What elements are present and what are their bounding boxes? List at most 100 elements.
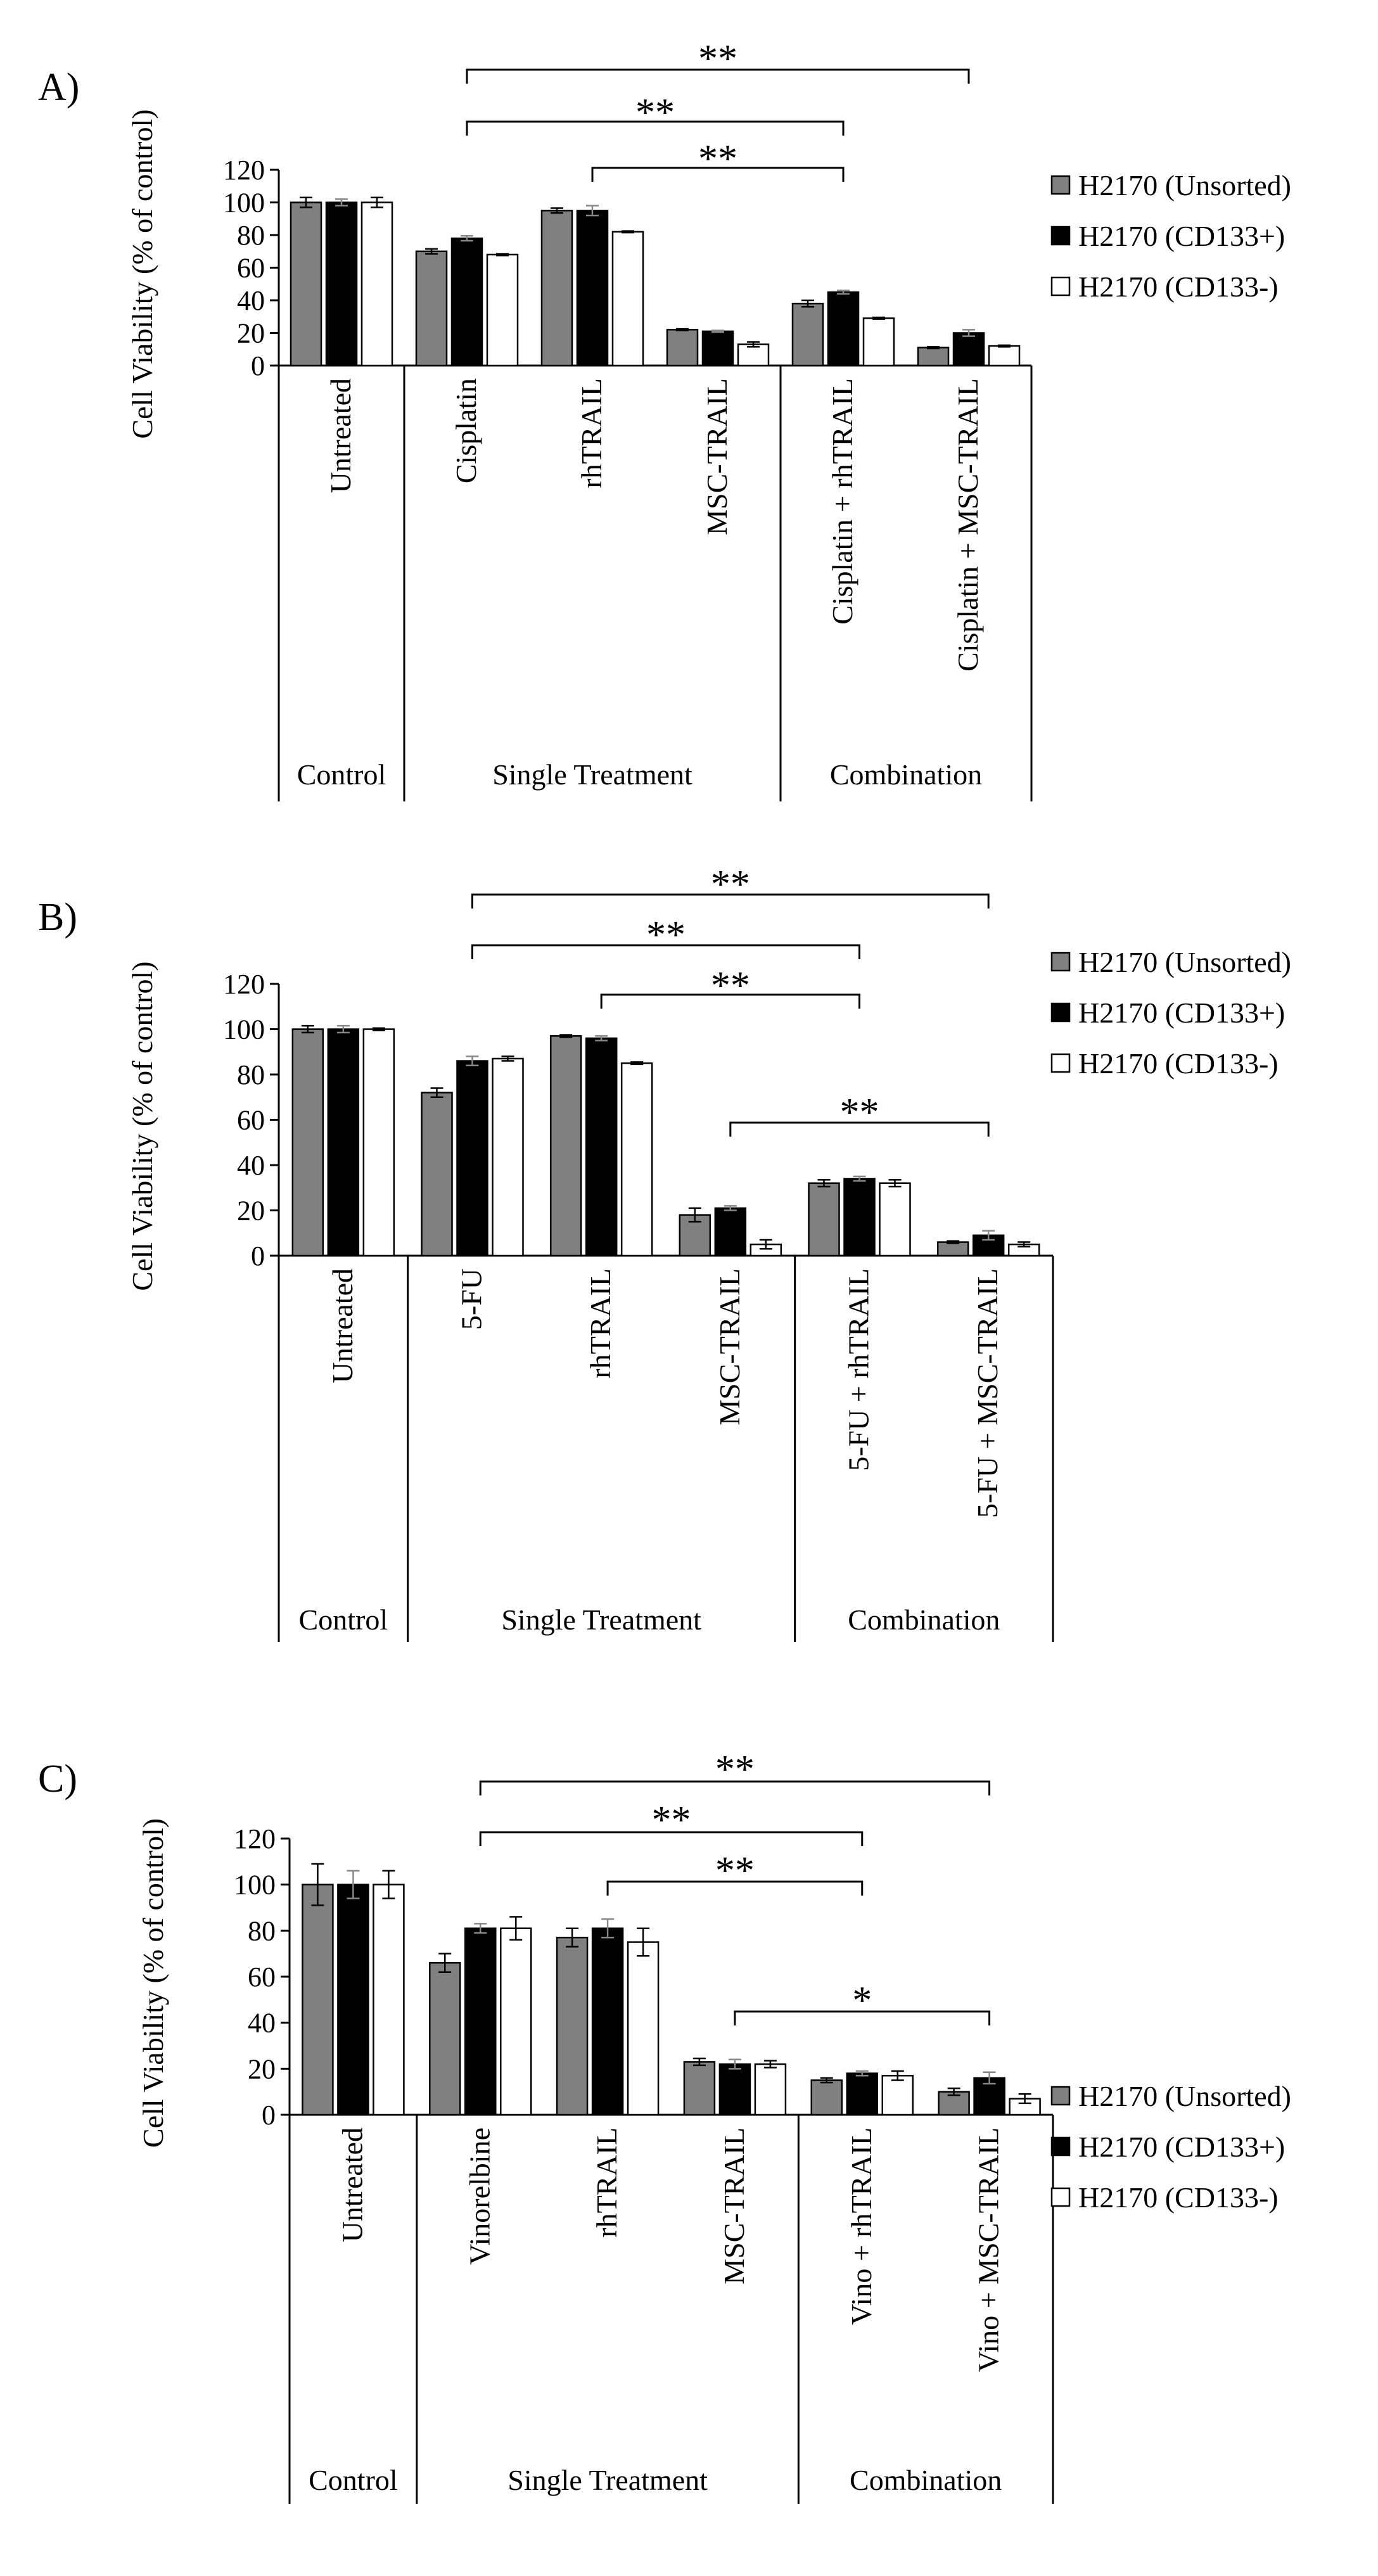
bar-unsorted (302, 1884, 334, 2116)
category-label: rhTRAIL (590, 2127, 623, 2238)
legend-swatch (1050, 1002, 1071, 1023)
y-tick-label: 120 (223, 969, 265, 1000)
bar-cd133-neg (620, 1062, 653, 1257)
significance-marker: ** (635, 91, 675, 134)
legend-label: H2170 (CD133+) (1078, 220, 1285, 252)
group-label: Control (297, 758, 386, 791)
chart-panel-1: A) Cell Viability (% of control) 020406080… (38, 37, 1291, 801)
bar-cd133-pos (327, 1028, 360, 1257)
bar-unsorted (556, 1936, 589, 2116)
category-label: 5-FU + MSC-TRAIL (971, 1268, 1004, 1518)
legend-label: H2170 (CD133-) (1078, 1047, 1279, 1080)
significance-marker: * (852, 1979, 872, 2022)
y-tick-label: 60 (237, 253, 265, 284)
bar-cd133-pos (827, 291, 860, 367)
bar-unsorted (683, 2061, 716, 2116)
category-label: rhTRAIL (575, 378, 608, 488)
y-tick-label: 80 (237, 220, 265, 251)
bar-cd133-pos (718, 2063, 751, 2116)
category-label: 5-FU (456, 1268, 488, 1330)
bar-unsorted (540, 210, 573, 367)
bar-cd133-neg (500, 1927, 532, 2116)
significance-bracket (466, 120, 845, 136)
legend-label: H2170 (CD133+) (1078, 2131, 1285, 2163)
legend-swatch (1050, 1053, 1071, 1073)
y-tick-label: 20 (237, 318, 265, 349)
significance-bracket (479, 1831, 864, 1846)
category-label: Untreated (324, 378, 357, 493)
legend-swatch (1050, 2086, 1071, 2106)
y-tick-label: 0 (251, 1240, 265, 1272)
bar-cd133-pos (576, 210, 609, 367)
legend-label: H2170 (Unsorted) (1078, 169, 1291, 201)
bar-cd133-pos (714, 1207, 747, 1257)
bar-cd133-neg (611, 231, 644, 367)
bar-cd133-neg (754, 2063, 787, 2116)
y-axis-label: Cell Viability (% of control) (137, 1818, 169, 2148)
bar-cd133-pos (585, 1037, 618, 1257)
bar-unsorted (936, 1241, 969, 1257)
significance-marker: ** (715, 1849, 755, 1892)
significance-bracket (466, 68, 970, 84)
legend-swatch (1050, 175, 1071, 195)
significance-bracket (606, 1880, 864, 1896)
y-tick-label: 100 (223, 1014, 265, 1045)
significance-marker: ** (646, 914, 686, 957)
legend-swatch (1050, 276, 1071, 296)
bar-cd133-neg (862, 317, 895, 367)
legend-label: H2170 (Unsorted) (1078, 2080, 1291, 2112)
category-label: Cisplatin + MSC-TRAIL (952, 378, 984, 672)
y-tick-label: 40 (237, 285, 265, 316)
chart-panel-2: B) Cell Viability (% of control) 0 20 40 60 80… (38, 863, 1291, 1642)
category-label: Vinorelbine (463, 2127, 495, 2265)
chart-panel-3: C) Cell Viability (% of control) 0 20 40 60 80… (38, 1748, 1291, 2504)
panel-label: B) (38, 896, 77, 939)
y-axis-label: Cell Viability (% of control) (126, 961, 158, 1291)
legend-swatch (1050, 2187, 1071, 2207)
bar-unsorted (808, 1182, 840, 1257)
bar-cd133-neg (879, 1182, 911, 1257)
bar-cd133-neg (988, 345, 1021, 367)
bar-cd133-pos (701, 330, 734, 367)
significance-bracket (591, 167, 845, 182)
y-tick-label: 20 (248, 2053, 276, 2084)
bar-cd133-neg (881, 2074, 914, 2116)
legend-label: H2170 (Unsorted) (1078, 946, 1291, 978)
significance-bracket (471, 893, 990, 909)
y-tick-label: 40 (248, 2008, 276, 2039)
bar-cd133-pos (456, 1060, 488, 1257)
bar-unsorted (810, 2079, 843, 2116)
bar-cd133-neg (360, 201, 393, 367)
bar-cd133-pos (464, 1927, 497, 2116)
y-tick-label: 40 (237, 1150, 265, 1181)
bar-unsorted (290, 201, 322, 367)
group-label: Combination (830, 758, 982, 791)
group-label: Single Treatment (501, 1604, 701, 1636)
category-label: MSC-TRAIL (718, 2127, 750, 2285)
bar-unsorted (938, 2091, 970, 2116)
category-label: MSC-TRAIL (701, 378, 733, 535)
significance-marker: ** (711, 964, 750, 1007)
y-tick-label: 0 (262, 2100, 276, 2131)
significance-bracket (479, 1780, 991, 1795)
legend-swatch (1050, 2136, 1071, 2157)
bar-cd133-neg (373, 1884, 405, 2116)
significance-bracket (734, 2010, 991, 2025)
legend-swatch (1050, 952, 1071, 972)
category-label: MSC-TRAIL (713, 1268, 746, 1425)
bar-unsorted (421, 1092, 453, 1257)
bar-cd133-neg (362, 1028, 395, 1257)
group-label: Combination (850, 2464, 1002, 2496)
significance-bracket (729, 1121, 990, 1137)
significance-bracket (600, 993, 860, 1009)
bar-unsorted (549, 1035, 582, 1257)
bar-unsorted (917, 347, 950, 367)
legend-label: H2170 (CD133+) (1078, 997, 1285, 1029)
group-label: Combination (848, 1604, 1000, 1636)
y-tick-label: 100 (234, 1870, 276, 1901)
panel-label: C) (38, 1757, 77, 1801)
category-label: Vino + MSC-TRAIL (973, 2127, 1005, 2372)
y-tick-label: 120 (234, 1823, 276, 1854)
bar-unsorted (791, 302, 824, 367)
